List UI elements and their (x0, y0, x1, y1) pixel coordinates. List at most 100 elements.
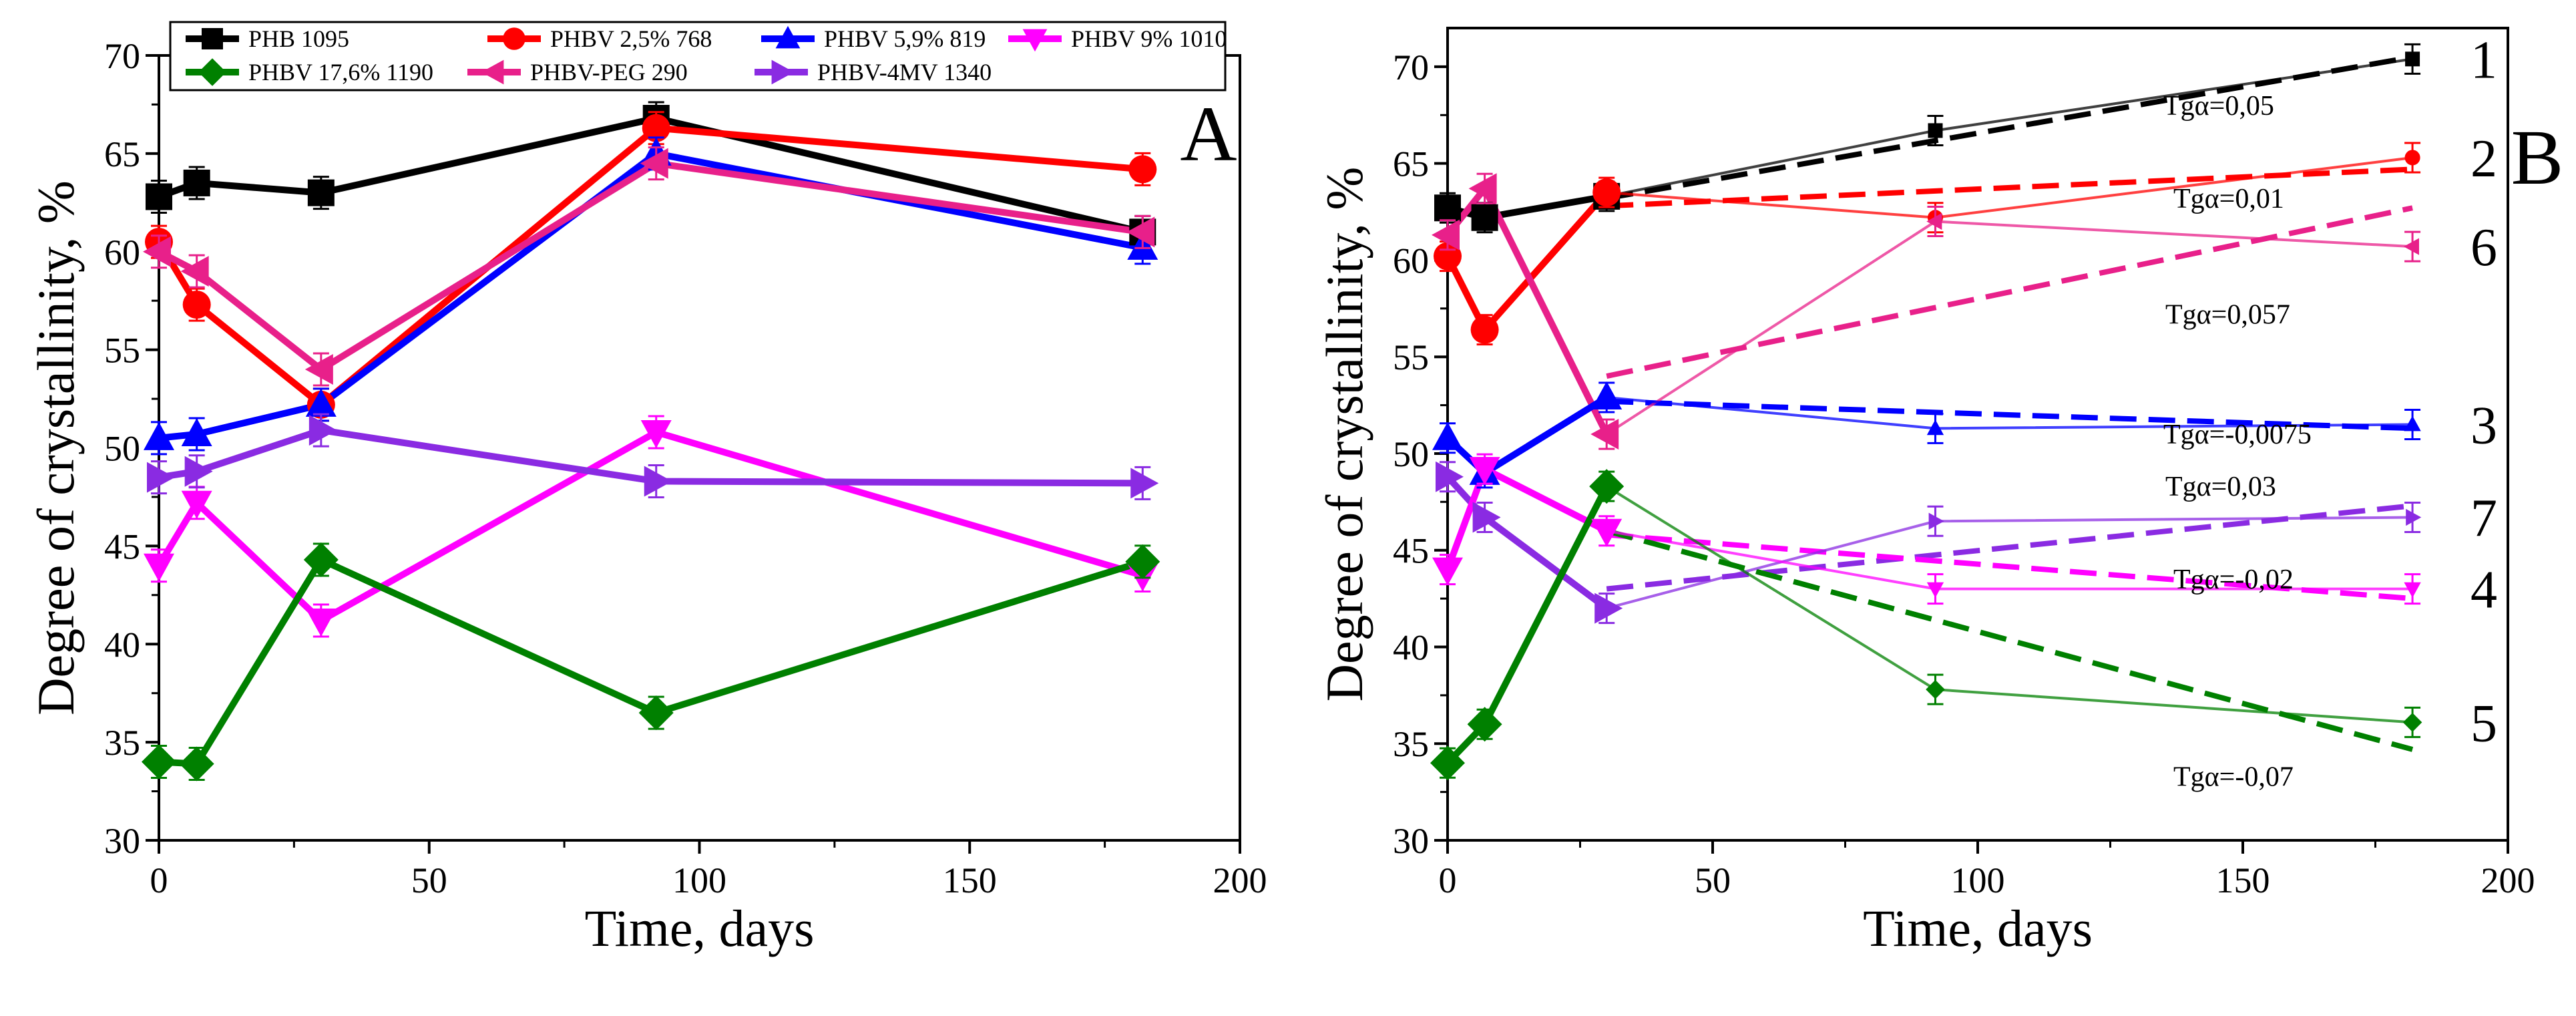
slope-annotation: Tgα=0,03 (2165, 472, 2276, 502)
fit-line-series-0 (1606, 54, 2413, 201)
y-tick-label: 50 (1393, 434, 1429, 474)
legend: PHB 1095 PHBV 2,5% 768 PHBV 5,9% 819 PHBV 9… (169, 21, 1227, 92)
legend-marker-series-2 (775, 25, 801, 49)
data-point-series-1 (2404, 150, 2420, 166)
data-point-series-3 (181, 490, 212, 519)
x-tick-label: 0 (150, 860, 168, 900)
data-point-series-6 (1467, 707, 1502, 742)
data-point-series-6 (308, 415, 337, 446)
data-point-series-4 (142, 744, 176, 780)
data-point-series-2 (1432, 219, 1460, 250)
data-point-series-0 (307, 179, 335, 206)
x-axis-label: Time, days (585, 899, 815, 957)
fit-line-series-6 (1606, 528, 2414, 752)
data-point-series-6 (1589, 469, 1625, 504)
x-tick-label: 0 (1439, 860, 1457, 900)
data-point-series-5 (1469, 457, 1500, 486)
data-point-series-1 (1128, 155, 1157, 184)
data-point-series-0 (1471, 204, 1498, 231)
y-tick-label: 55 (1393, 337, 1429, 377)
slope-annotation: Tgα=0,01 (2173, 184, 2284, 214)
data-point-series-4 (638, 695, 674, 731)
data-point-series-0 (1928, 123, 1943, 138)
legend-entry-label: PHBV 5,9% 819 (824, 25, 986, 52)
data-point-series-5 (640, 148, 668, 179)
curve-number-label: 1 (2471, 31, 2497, 90)
data-point-series-3 (640, 420, 672, 448)
y-tick-label: 45 (104, 526, 140, 566)
series-line-tail-2 (1606, 220, 2413, 436)
data-point-series-3 (144, 553, 174, 582)
legend-marker-series-5 (481, 59, 504, 85)
series-line-3 (156, 429, 1144, 624)
curve-number-label: 5 (2471, 694, 2497, 753)
data-point-series-0 (183, 169, 210, 196)
y-tick-label: 50 (104, 429, 140, 469)
legend-entry-label: PHB 1095 (248, 25, 349, 52)
slope-annotation: Tgα=-0,0075 (2163, 419, 2312, 450)
x-tick-label: 100 (1951, 860, 2005, 900)
data-point-series-6 (1430, 745, 1465, 781)
legend-marker-series-3 (1022, 29, 1048, 52)
data-point-series-2 (2403, 238, 2419, 255)
y-tick-label: 65 (1393, 144, 1429, 184)
legend-marker-series-1 (503, 27, 525, 50)
legend-box (169, 21, 1227, 92)
data-point-series-3 (1926, 419, 1944, 436)
data-point-series-6 (1130, 468, 1159, 499)
panel-label: A (1180, 90, 1237, 178)
data-point-series-2 (1590, 419, 1619, 450)
y-tick-label: 70 (104, 36, 140, 76)
data-point-series-4 (303, 542, 339, 577)
curve-number-label: 2 (2471, 130, 2497, 188)
y-tick-label: 35 (104, 723, 140, 763)
data-point-series-4 (1594, 592, 1623, 624)
data-point-series-4 (2406, 508, 2422, 526)
data-point-series-4 (1472, 502, 1501, 533)
curve-number-label: 6 (2471, 218, 2497, 277)
y-tick-label: 60 (1393, 240, 1429, 281)
legend-entry-label: PHBV 2,5% 768 (550, 25, 712, 52)
y-tick-label: 60 (104, 232, 140, 273)
data-point-series-0 (2405, 51, 2420, 67)
data-point-series-6 (1926, 679, 1945, 699)
data-point-series-4 (179, 746, 214, 782)
fit-line-series-3 (1606, 398, 2413, 432)
slope-annotation: Tgα=0,057 (2165, 299, 2290, 330)
data-point-series-5 (1432, 557, 1463, 586)
data-point-series-1 (1592, 178, 1621, 207)
legend-marker-series-4 (198, 58, 226, 86)
data-point-series-3 (305, 609, 337, 637)
data-point-series-5 (304, 354, 333, 385)
data-point-series-1 (642, 114, 670, 142)
data-point-series-6 (184, 456, 213, 487)
slope-annotation: Tgα=-0,07 (2173, 761, 2294, 792)
x-tick-label: 100 (672, 860, 726, 900)
legend-marker-series-6 (771, 59, 795, 85)
data-point-series-5 (180, 256, 209, 287)
x-tick-label: 200 (1213, 860, 1267, 900)
chart-panel-a: 0 50 100 150 200 30 35 40 45 50 55 60 65 70 Time, days… (27, 21, 1267, 957)
slope-annotation: Tgα=-0,02 (2173, 564, 2294, 595)
legend-marker-series-0 (202, 28, 223, 49)
data-point-series-3 (2404, 415, 2421, 432)
y-tick-label: 40 (1393, 627, 1429, 667)
data-point-series-2 (1468, 173, 1497, 204)
data-point-series-6 (644, 466, 672, 497)
y-tick-label: 65 (104, 134, 140, 174)
y-tick-label: 45 (1393, 531, 1429, 571)
x-tick-label: 50 (411, 860, 447, 900)
series-line-4 (158, 556, 1144, 768)
legend-entry-label: PHBV-PEG 290 (530, 59, 688, 86)
x-tick-label: 200 (2481, 860, 2535, 900)
y-tick-label: 30 (104, 821, 140, 861)
x-tick-label: 50 (1695, 860, 1731, 900)
x-axis-label: Time, days (1863, 899, 2093, 957)
data-point-series-5 (1126, 216, 1155, 248)
data-point-series-4 (1125, 544, 1160, 579)
data-point-series-6 (147, 462, 175, 493)
y-tick-label: 35 (1393, 724, 1429, 764)
y-tick-label: 30 (1393, 821, 1429, 861)
data-point-series-6 (2402, 713, 2422, 732)
